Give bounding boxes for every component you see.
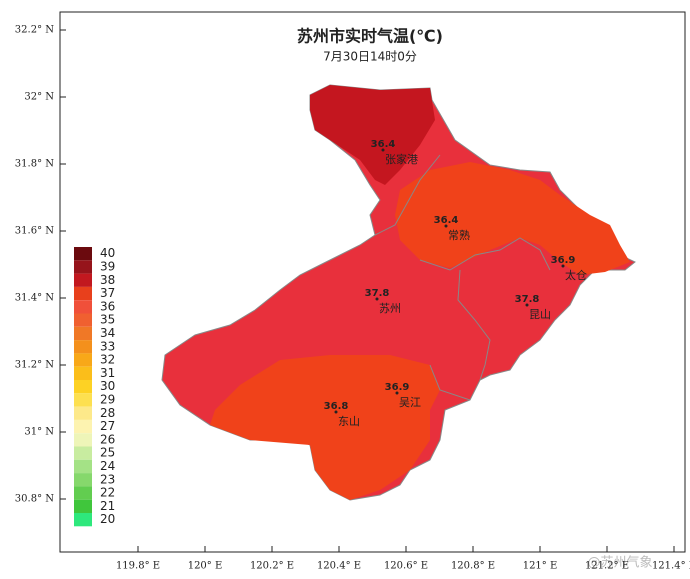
lat-label: 31.8° N — [15, 159, 54, 170]
station-dot — [375, 297, 379, 301]
legend-label: 34 — [100, 326, 115, 340]
lat-label: 31.4° N — [15, 293, 54, 304]
legend-label: 26 — [100, 432, 115, 446]
lat-label: 30.8° N — [15, 494, 54, 505]
station-value: 36.4 — [371, 139, 396, 150]
legend-label: 27 — [100, 419, 115, 433]
legend-label: 21 — [100, 499, 115, 513]
station-name: 常熟 — [448, 228, 470, 242]
station-name: 张家港 — [385, 152, 418, 166]
legend-swatch — [74, 260, 92, 274]
legend-label: 39 — [100, 259, 115, 273]
station-dot — [381, 148, 385, 152]
legend-swatch — [74, 286, 92, 301]
lon-label: 120.8° E — [451, 561, 495, 572]
lat-label: 31.6° N — [15, 226, 54, 237]
lat-label: 31.2° N — [15, 360, 54, 371]
lon-label: 121.2° E — [585, 561, 629, 572]
legend-swatch — [74, 247, 92, 261]
legend-label: 30 — [100, 379, 115, 393]
lon-label: 121.4° E — [652, 561, 690, 572]
legend-swatch — [74, 459, 92, 474]
legend-swatch — [74, 326, 92, 341]
legend-swatch — [74, 486, 92, 500]
legend-swatch — [74, 446, 92, 460]
legend-swatch — [74, 353, 92, 367]
lon-label: 120.6° E — [384, 561, 428, 572]
lon-label: 120° E — [188, 561, 223, 572]
lat-label: 32° N — [24, 92, 54, 103]
legend-label: 37 — [100, 286, 115, 300]
legend-swatch — [74, 513, 92, 527]
lon-label: 120.2° E — [250, 561, 294, 572]
station-dot — [395, 391, 399, 395]
lat-label: 31° N — [24, 427, 54, 438]
legend-label: 23 — [100, 472, 115, 486]
subtitle: 7月30日14时0分 — [323, 50, 417, 64]
title: 苏州市实时气温(℃) — [297, 27, 443, 46]
station-dot — [561, 264, 565, 268]
station-name: 东山 — [338, 415, 360, 428]
legend-label: 29 — [100, 392, 115, 406]
station-name: 昆山 — [529, 308, 551, 321]
legend-swatch — [74, 433, 92, 447]
legend-label: 38 — [100, 273, 115, 287]
lon-label: 121° E — [523, 561, 558, 572]
lon-label: 120.4° E — [317, 561, 361, 572]
legend-label: 25 — [100, 446, 115, 460]
regions — [161, 84, 636, 501]
station-value: 36.9 — [385, 382, 410, 393]
legend-label: 22 — [100, 486, 115, 500]
legend-label: 24 — [100, 459, 115, 473]
legend-swatch — [74, 273, 92, 287]
lat-label: 32.2° N — [15, 25, 54, 36]
legend-swatch — [74, 499, 92, 513]
legend-label: 31 — [100, 366, 115, 380]
legend-swatch — [74, 419, 92, 434]
legend-swatch — [74, 340, 92, 354]
station-name: 太仓 — [565, 268, 587, 282]
legend-label: 28 — [100, 406, 115, 420]
legend-label: 35 — [100, 313, 115, 327]
legend-label: 36 — [100, 299, 115, 313]
station-dot — [525, 303, 529, 307]
legend-swatch — [74, 366, 92, 380]
legend-swatch — [74, 406, 92, 420]
legend-label: 20 — [100, 512, 115, 526]
legend-swatch — [74, 300, 92, 314]
legend-label: 32 — [100, 353, 115, 367]
station-value: 37.8 — [365, 288, 390, 299]
station-value: 37.8 — [515, 294, 540, 305]
legend-swatch — [74, 380, 92, 394]
station-name: 苏州 — [379, 302, 401, 315]
station-dot — [334, 410, 338, 414]
legend-label: 33 — [100, 339, 115, 353]
station-name: 吴江 — [399, 396, 421, 409]
station-dot — [444, 224, 448, 228]
legend-label: 40 — [100, 246, 115, 260]
legend-swatch — [74, 313, 92, 327]
station-value: 36.4 — [434, 215, 459, 226]
station-value: 36.8 — [324, 401, 349, 412]
legend-swatch — [74, 473, 92, 487]
watermark: @苏州气象 — [587, 555, 652, 571]
lon-label: 119.8° E — [116, 561, 160, 572]
station-value: 36.9 — [551, 255, 576, 266]
legend-swatch — [74, 393, 92, 407]
